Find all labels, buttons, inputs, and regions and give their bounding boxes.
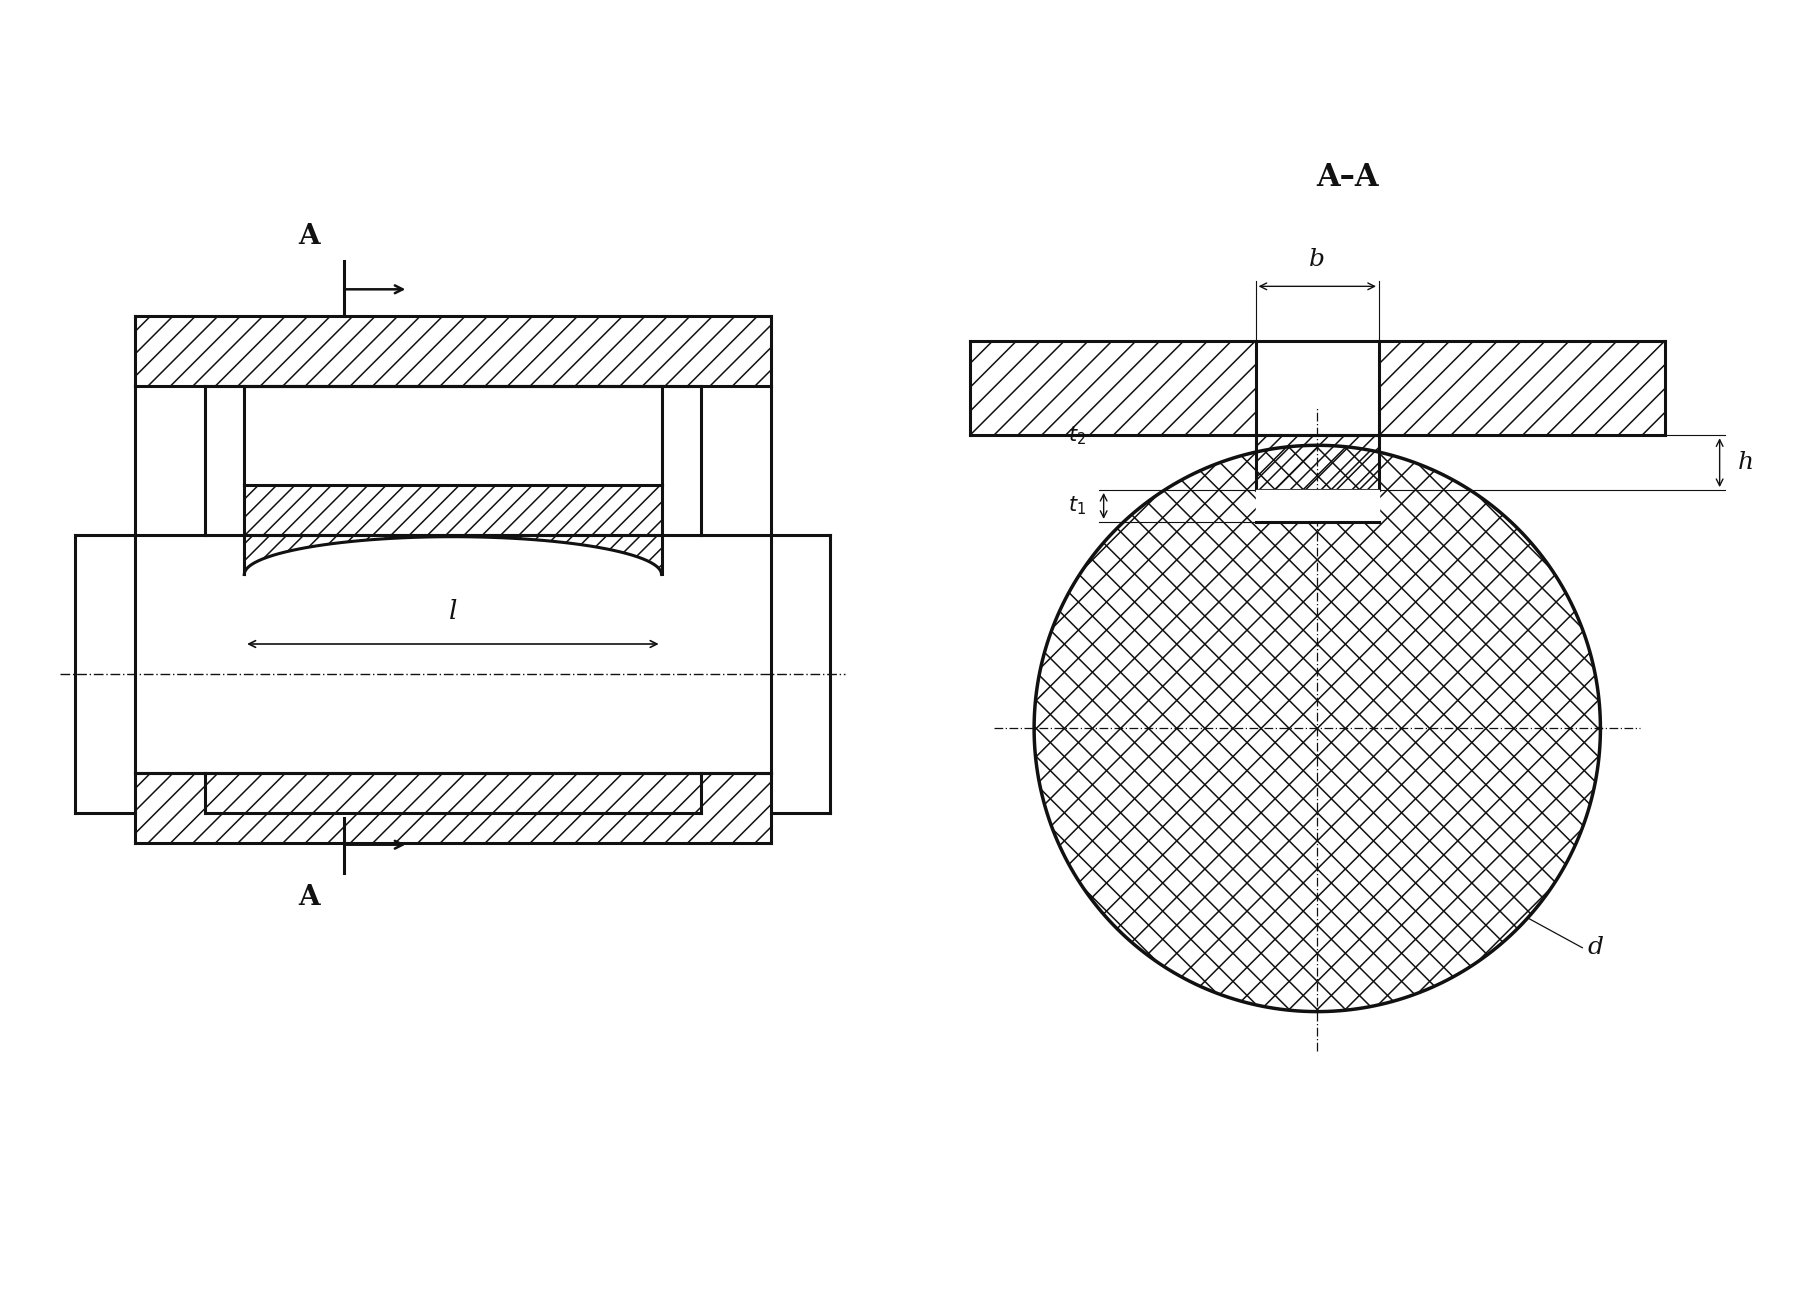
Polygon shape: [1255, 436, 1379, 490]
Text: d: d: [1587, 936, 1603, 959]
Polygon shape: [244, 535, 662, 575]
Polygon shape: [1035, 445, 1601, 1012]
Text: A: A: [298, 884, 319, 911]
Polygon shape: [134, 316, 771, 385]
Polygon shape: [244, 485, 662, 535]
Text: A: A: [298, 223, 319, 250]
Polygon shape: [1255, 490, 1379, 522]
Polygon shape: [1379, 342, 1666, 436]
Text: l: l: [448, 599, 457, 624]
Text: $t_1$: $t_1$: [1067, 495, 1087, 517]
Polygon shape: [970, 342, 1255, 436]
Text: h: h: [1737, 451, 1754, 474]
Polygon shape: [134, 773, 771, 843]
Text: b: b: [1309, 249, 1325, 272]
Text: $t_2$: $t_2$: [1067, 424, 1087, 447]
Polygon shape: [1035, 445, 1601, 1012]
Text: A–A: A–A: [1316, 161, 1379, 192]
